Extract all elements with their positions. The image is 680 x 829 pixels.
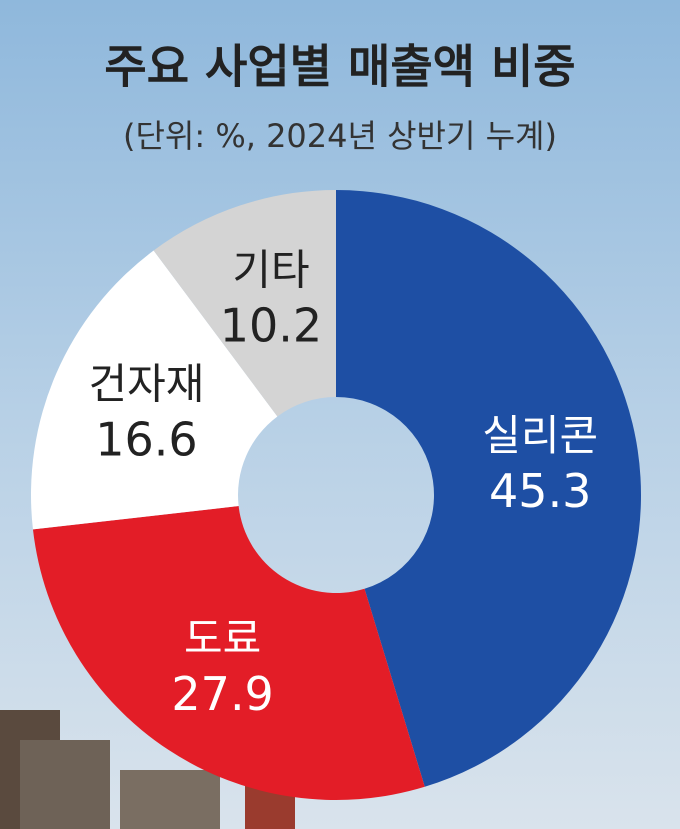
segment-label: 도료 [184,614,261,663]
value-label: 27.9 [171,667,273,721]
segment-label: 건자재 [89,359,205,408]
segment-label: 기타 [232,246,309,295]
value-label: 16.6 [95,412,197,466]
chart-subtitle: (단위: %, 2024년 상반기 누계) [123,117,557,155]
chart-title: 주요 사업별 매출액 비중 [104,40,575,94]
donut-segment [32,506,425,800]
segment-label: 실리콘 [482,411,598,460]
value-label: 10.2 [220,299,322,353]
donut-segment [336,190,641,787]
donut-segment [153,190,336,417]
value-label: 45.3 [489,464,591,518]
donut-segment [30,250,278,530]
